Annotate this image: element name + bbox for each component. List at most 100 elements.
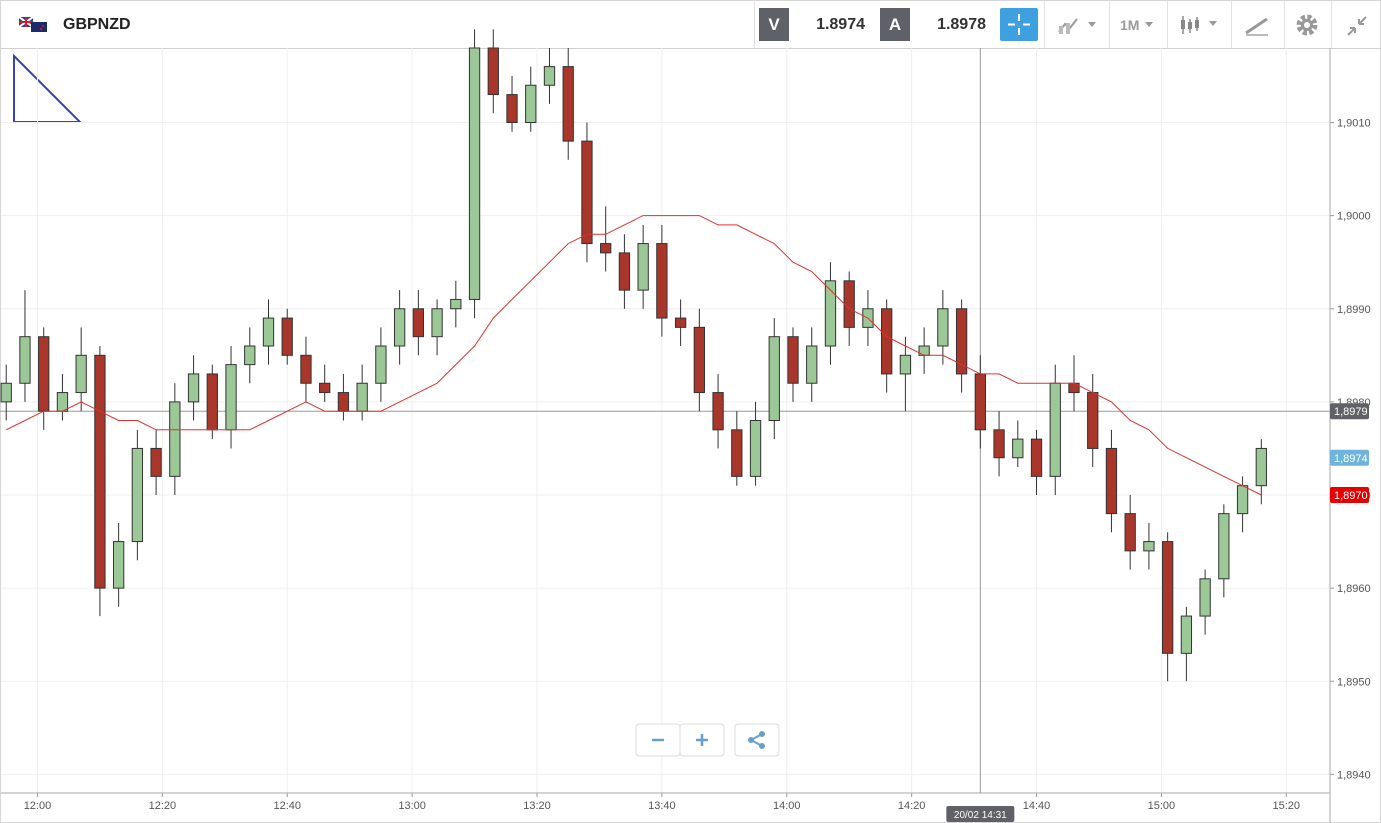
candle-body (150, 447, 162, 477)
zoom-controls (635, 723, 780, 757)
candle-body (375, 345, 387, 384)
share-dot (759, 743, 765, 749)
price-tag-label: 1,8970 (1334, 490, 1368, 502)
candle-body (543, 66, 556, 86)
candle-body (955, 308, 968, 375)
candle-body (993, 429, 1005, 459)
crosshair-tag-label: 20/02 14:31 (954, 810, 1007, 821)
collapse-button[interactable] (1344, 13, 1370, 39)
candle-body (187, 373, 200, 403)
x-tick-label: 14:00 (773, 800, 801, 812)
x-tick-label: 14:20 (898, 800, 926, 812)
candle-body (225, 364, 237, 431)
x-tick-label: 14:40 (1023, 800, 1051, 812)
x-tick-label: 15:20 (1273, 800, 1301, 812)
price-tag (1330, 449, 1369, 466)
candle-body (881, 308, 893, 375)
price-tag-label: 1,8979 (1334, 406, 1368, 418)
candle-body (38, 336, 50, 412)
ask-price: 1.8978 (937, 15, 986, 33)
symbol: GBPNZD (63, 15, 131, 33)
x-tick-label: 12:00 (24, 800, 52, 812)
candle-body (131, 447, 144, 543)
candle-body (506, 94, 518, 123)
candle-body (806, 345, 818, 384)
y-tick-label: 1,9010 (1337, 118, 1371, 130)
x-tick-label: 13:40 (648, 800, 676, 812)
candle-body (937, 308, 949, 347)
candle-body (693, 326, 705, 394)
drawing-triangle (13, 53, 83, 123)
candle-body (1255, 447, 1267, 487)
candle-body (262, 317, 275, 347)
y-tick-label: 1,8950 (1337, 676, 1371, 688)
candle-body (768, 336, 780, 421)
candle-body (1199, 578, 1211, 617)
price-tag (1330, 487, 1369, 503)
zoom-in-icon (696, 734, 708, 746)
candle-body (112, 541, 125, 589)
candle-body (487, 47, 499, 96)
y-tick-label: 1,8940 (1337, 769, 1371, 781)
crosshair-tag (946, 806, 1015, 822)
candle-body (337, 392, 350, 412)
candle-body (1105, 447, 1118, 515)
candle-body (1180, 615, 1193, 654)
bid-button[interactable]: V (759, 8, 789, 41)
candle-body (1162, 541, 1174, 654)
candle-body (600, 243, 612, 254)
flag-icon (19, 17, 47, 32)
candle-body (1124, 513, 1136, 552)
indicators-button[interactable] (1057, 14, 1101, 36)
toolbar: GBPNZD V 1.8974 A 1.8978 1M (0, 0, 1381, 49)
candle-body (525, 84, 537, 123)
candle-body (581, 140, 593, 245)
y-tick-label: 1,9000 (1337, 211, 1371, 223)
timeframe-caret (1145, 22, 1153, 27)
bid-price: 1.8974 (816, 15, 865, 33)
candle-body (412, 308, 425, 338)
candle-body (1012, 438, 1024, 459)
share-dot (759, 731, 765, 737)
drawing-button[interactable] (1243, 13, 1271, 37)
candle-body (843, 280, 855, 328)
candle-body (1049, 382, 1061, 477)
candle-body (824, 280, 837, 347)
candle-body (787, 336, 799, 384)
candle-body (656, 243, 668, 319)
candle-body (281, 317, 293, 356)
candle-body (1030, 438, 1043, 477)
candle-body (749, 420, 762, 477)
candle-body (169, 401, 181, 477)
candle-body (19, 336, 31, 384)
candle-body (712, 392, 724, 431)
crosshair-button[interactable] (1000, 8, 1038, 41)
candle-body (300, 354, 312, 384)
timeframe-button[interactable]: 1M (1120, 16, 1140, 33)
candle-body (468, 47, 481, 300)
x-tick-label: 15:00 (1148, 800, 1176, 812)
chart-type-button[interactable] (1179, 13, 1223, 37)
share-button[interactable] (734, 723, 780, 757)
x-tick-label: 12:40 (273, 800, 301, 812)
price-tag (1330, 403, 1369, 420)
share-dot (748, 737, 754, 743)
candle-body (244, 345, 256, 366)
ask-button[interactable]: A (880, 8, 910, 41)
settings-button[interactable] (1294, 12, 1320, 38)
candle-body (1143, 541, 1155, 552)
candle-body (450, 298, 462, 310)
candle-body (562, 66, 574, 142)
candle-body (206, 373, 218, 431)
candle-body (393, 308, 406, 347)
x-tick-label: 12:20 (149, 800, 177, 812)
candle-body (1218, 513, 1230, 580)
candle-body (56, 392, 69, 412)
candle-body (75, 354, 87, 394)
candle-body (1236, 485, 1249, 515)
x-tick-label: 13:20 (523, 800, 551, 812)
candle-body (319, 382, 331, 394)
candle-body (94, 354, 106, 589)
candle-body (1087, 392, 1099, 449)
